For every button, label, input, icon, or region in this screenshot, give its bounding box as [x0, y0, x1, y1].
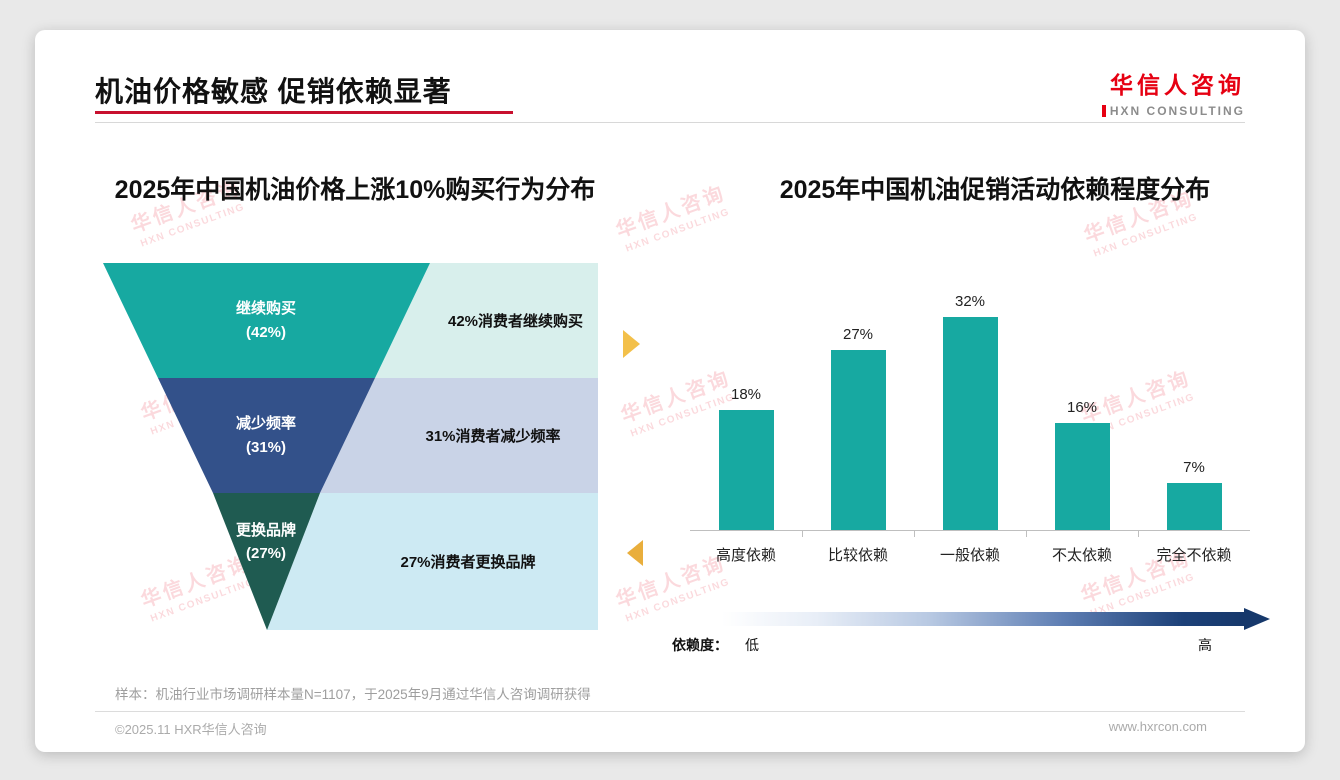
funnel-chart-title: 2025年中国机油价格上涨10%购买行为分布	[114, 176, 596, 204]
bar	[1166, 483, 1222, 530]
bar-category-label: 高度依赖	[715, 547, 776, 564]
website: www.hxrcon.com	[1108, 719, 1207, 734]
bar-category-label: 比较依赖	[827, 547, 888, 564]
bar-value-label: 7%	[1183, 459, 1205, 476]
bar-group: 7%	[1138, 459, 1250, 530]
dependency-low-label: 低	[745, 637, 759, 653]
bar-group: 16%	[1026, 399, 1138, 530]
funnel-segment-pct: (31%)	[245, 438, 286, 456]
bar-plot: 18% 27% 32% 16% 7%	[690, 291, 1250, 537]
dependency-high-label: 高	[1198, 637, 1212, 653]
bar-chart: 18% 27% 32% 16% 7% 高度依赖 比较依赖 一般依赖 不太依赖 完全不依赖	[690, 291, 1250, 565]
bar	[942, 317, 998, 530]
funnel-annotation-2: 31%消费者减少频率	[425, 428, 561, 445]
logo: 华信人咨询 HXN CONSULTING	[1101, 66, 1245, 118]
axis-tick	[802, 531, 803, 537]
bar-value-label: 27%	[842, 326, 874, 343]
slide: 华信人咨询 HXN CONSULTING 华信人咨询 HXN CONSULTING 华信…	[35, 30, 1305, 752]
bar	[1054, 423, 1110, 530]
axis-tick	[1138, 531, 1139, 537]
bar-value-label: 16%	[1066, 399, 1098, 416]
bar-value-label: 32%	[954, 293, 986, 310]
arrow-right-icon	[623, 330, 640, 358]
bar-group: 27%	[802, 326, 914, 530]
funnel-segment-label-2: 减少频率 (31%)	[166, 378, 366, 493]
axis-tick	[1026, 531, 1027, 537]
bar	[718, 410, 774, 530]
sample-note: 样本：机油行业市场调研样本量N=1107，于2025年9月通过华信人咨询调研获得	[115, 687, 591, 702]
funnel-segment-name: 减少频率	[235, 415, 296, 433]
bar-category-label: 不太依赖	[1051, 547, 1112, 564]
bar-group: 32%	[914, 293, 1026, 530]
logo-subtitle-text: HXN CONSULTING	[1109, 104, 1245, 118]
logo-subtitle: HXN CONSULTING	[1101, 104, 1245, 118]
title-underline	[95, 111, 513, 114]
logo-name: 华信人咨询	[1110, 72, 1245, 98]
logo-accent-bar-icon	[1101, 105, 1106, 117]
arrow-left-icon	[627, 540, 643, 566]
header-divider	[95, 122, 1245, 123]
page-title: 机油价格敏感 促销依赖显著	[95, 76, 452, 107]
funnel-segment-name: 继续购买	[235, 300, 296, 318]
funnel-segment-label-3: 更换品牌 (27%)	[166, 493, 366, 566]
bar-categories: 高度依赖 比较依赖 一般依赖 不太依赖 完全不依赖	[690, 531, 1250, 565]
funnel-annotation-box-2	[320, 378, 598, 493]
funnel-chart: 继续购买 (42%) 减少频率 (31%) 更换品牌 (27%) 42%消费者继…	[103, 263, 598, 630]
funnel-segment-label-1: 继续购买 (42%)	[166, 263, 366, 378]
bar-category-label: 完全不依赖	[1156, 547, 1232, 564]
funnel-annotation-3: 27%消费者更换品牌	[400, 554, 536, 571]
bar-category-label: 一般依赖	[939, 547, 1000, 564]
copyright: ©2025.11 HXR华信人咨询	[115, 722, 267, 737]
funnel-annotation-box-3	[267, 493, 598, 630]
dependency-axis-label: 依赖度：	[672, 637, 728, 653]
bar	[830, 350, 886, 530]
funnel-annotation-1: 42%消费者继续购买	[447, 313, 584, 330]
bar-group: 18%	[690, 386, 802, 530]
funnel-segment-pct: (27%)	[245, 545, 286, 563]
funnel-segment-1	[103, 263, 430, 378]
dependency-gradient-arrow	[722, 608, 1270, 630]
axis-tick	[914, 531, 915, 537]
funnel-segment-pct: (42%)	[245, 323, 286, 341]
bar-chart-title: 2025年中国机油促销活动依赖程度分布	[779, 176, 1211, 204]
arrowhead-icon	[1244, 608, 1270, 630]
gradient-shaft	[722, 612, 1244, 626]
funnel-segment-name: 更换品牌	[235, 522, 296, 539]
bar-value-label: 18%	[730, 386, 762, 403]
footer-divider	[95, 711, 1245, 712]
